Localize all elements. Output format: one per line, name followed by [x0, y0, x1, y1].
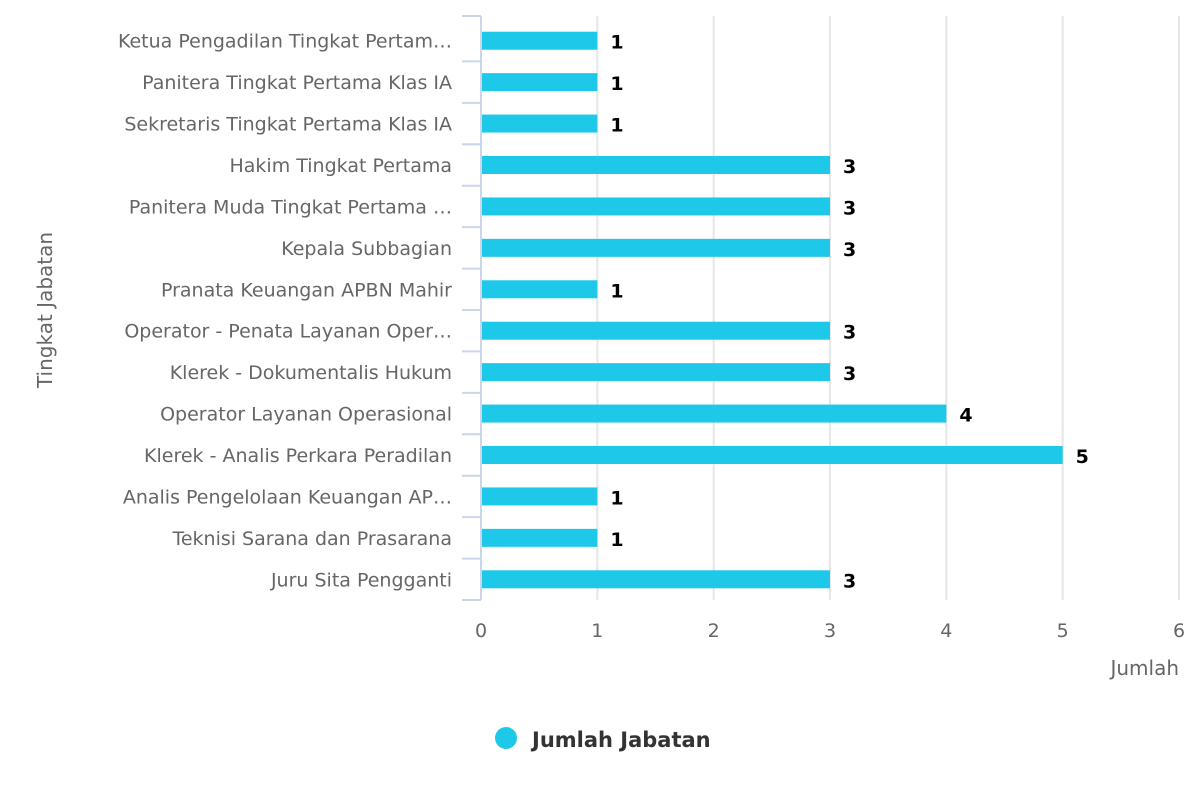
- tick-label: 1: [591, 620, 603, 642]
- data-label: 3: [843, 239, 856, 261]
- data-label: 1: [610, 280, 623, 302]
- legend-marker: [495, 727, 517, 749]
- bar: [482, 280, 598, 299]
- category-label: Panitera Muda Tingkat Pertama …: [129, 196, 452, 218]
- bar: [482, 114, 598, 133]
- category-label: Analis Pengelolaan Keuangan AP…: [123, 486, 452, 508]
- data-label: 4: [959, 405, 972, 427]
- bar: [482, 487, 598, 506]
- data-label: 3: [843, 570, 856, 592]
- category-axis-title: Tingkat Jabatan: [33, 232, 57, 389]
- category-label: Hakim Tingkat Pertama: [230, 155, 453, 177]
- tick-label: 5: [1057, 620, 1069, 642]
- bar: [482, 31, 598, 50]
- category-label: Klerek - Dokumentalis Hukum: [170, 362, 452, 384]
- tick-label: 0: [475, 620, 487, 642]
- data-label: 3: [843, 156, 856, 178]
- tick-label: 2: [708, 620, 720, 642]
- category-label: Operator - Penata Layanan Oper…: [124, 321, 452, 343]
- category-label: Operator Layanan Operasional: [160, 404, 452, 426]
- bar: [482, 570, 830, 589]
- bar: [482, 238, 830, 257]
- bar: [482, 73, 598, 92]
- category-label: Klerek - Analis Perkara Peradilan: [144, 445, 452, 467]
- category-label: Sekretaris Tingkat Pertama Klas IA: [124, 114, 452, 136]
- data-label: 5: [1076, 446, 1089, 468]
- tick-label: 3: [824, 620, 836, 642]
- category-label: Ketua Pengadilan Tingkat Pertam…: [118, 31, 452, 53]
- bar: [482, 156, 830, 174]
- category-label: Teknisi Sarana dan Prasarana: [171, 528, 452, 550]
- data-label: 1: [610, 529, 623, 551]
- bar: [482, 528, 598, 547]
- legend-item[interactable]: Jumlah Jabatan: [495, 727, 711, 752]
- legend-label: Jumlah Jabatan: [530, 728, 711, 752]
- data-label: 1: [610, 487, 623, 509]
- category-label: Pranata Keuangan APBN Mahir: [161, 279, 452, 301]
- bar: [482, 446, 1063, 464]
- category-label: Juru Sita Pengganti: [270, 569, 452, 591]
- bar: [482, 321, 830, 340]
- bar: [482, 197, 830, 216]
- data-label: 1: [610, 115, 623, 137]
- category-label: Panitera Tingkat Pertama Klas IA: [142, 72, 452, 94]
- data-label: 1: [610, 32, 623, 54]
- tick-label: 6: [1173, 620, 1185, 642]
- bar: [482, 363, 830, 382]
- data-label: 3: [843, 363, 856, 385]
- bar: [482, 404, 947, 423]
- value-axis-title: Jumlah: [1108, 656, 1179, 680]
- category-label: Kepala Subbagian: [281, 238, 452, 260]
- data-label: 3: [843, 197, 856, 219]
- data-label: 3: [843, 322, 856, 344]
- data-label: 1: [610, 73, 623, 95]
- tick-label: 4: [940, 620, 952, 642]
